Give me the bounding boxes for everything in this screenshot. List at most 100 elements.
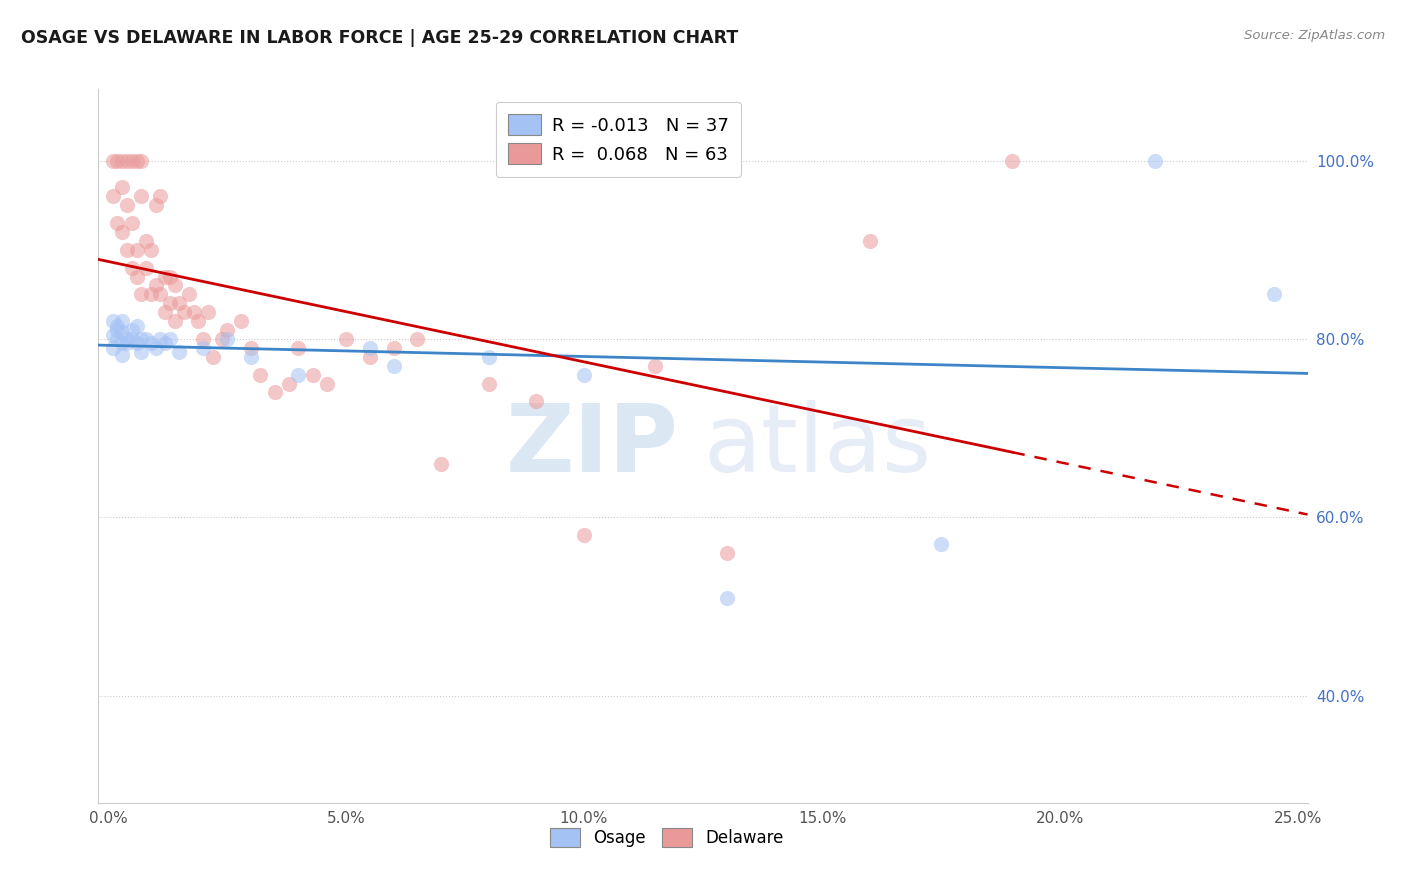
Point xyxy=(111,348,134,362)
Point xyxy=(359,350,381,364)
Point xyxy=(169,345,191,359)
Point xyxy=(111,180,134,194)
Point xyxy=(107,216,129,230)
Point xyxy=(139,287,162,301)
Point xyxy=(125,318,148,333)
Point xyxy=(125,269,148,284)
Point xyxy=(149,332,172,346)
Point xyxy=(115,198,138,212)
Point xyxy=(135,260,157,275)
Point xyxy=(111,325,134,339)
Point xyxy=(716,591,738,605)
Point xyxy=(478,376,501,391)
Point xyxy=(139,243,162,257)
Point xyxy=(430,457,453,471)
Point xyxy=(169,296,191,310)
Point xyxy=(145,341,167,355)
Point xyxy=(215,332,238,346)
Text: Source: ZipAtlas.com: Source: ZipAtlas.com xyxy=(1244,29,1385,42)
Point xyxy=(1144,153,1167,168)
Point xyxy=(115,336,138,351)
Point xyxy=(239,350,262,364)
Point xyxy=(159,296,181,310)
Text: OSAGE VS DELAWARE IN LABOR FORCE | AGE 25-29 CORRELATION CHART: OSAGE VS DELAWARE IN LABOR FORCE | AGE 2… xyxy=(21,29,738,46)
Point xyxy=(287,341,309,355)
Point xyxy=(201,350,224,364)
Point xyxy=(406,332,429,346)
Point xyxy=(129,153,152,168)
Point xyxy=(139,336,162,351)
Point xyxy=(382,341,405,355)
Point xyxy=(111,336,134,351)
Point xyxy=(197,305,219,319)
Text: atlas: atlas xyxy=(703,400,931,492)
Point xyxy=(125,336,148,351)
Point xyxy=(121,332,143,346)
Point xyxy=(859,234,882,248)
Point xyxy=(524,394,547,409)
Point xyxy=(111,314,134,328)
Point xyxy=(929,537,952,551)
Point xyxy=(107,318,129,333)
Point xyxy=(107,153,129,168)
Point xyxy=(107,323,129,337)
Point xyxy=(163,314,186,328)
Point xyxy=(382,359,405,373)
Point xyxy=(287,368,309,382)
Point xyxy=(478,350,501,364)
Point xyxy=(301,368,323,382)
Point xyxy=(1001,153,1024,168)
Point xyxy=(159,332,181,346)
Point xyxy=(153,305,176,319)
Point xyxy=(101,189,124,203)
Point xyxy=(129,287,152,301)
Point xyxy=(359,341,381,355)
Point xyxy=(135,332,157,346)
Point xyxy=(121,323,143,337)
Point xyxy=(572,528,595,542)
Point xyxy=(101,341,124,355)
Point xyxy=(187,314,209,328)
Point xyxy=(215,323,238,337)
Point xyxy=(115,243,138,257)
Point xyxy=(125,243,148,257)
Point xyxy=(129,332,152,346)
Point xyxy=(115,153,138,168)
Point xyxy=(644,359,666,373)
Point xyxy=(149,189,172,203)
Point xyxy=(163,278,186,293)
Point xyxy=(121,260,143,275)
Point xyxy=(125,153,148,168)
Point xyxy=(135,234,157,248)
Point xyxy=(316,376,339,391)
Point xyxy=(277,376,299,391)
Point xyxy=(239,341,262,355)
Point xyxy=(572,368,595,382)
Point xyxy=(101,314,124,328)
Point xyxy=(249,368,271,382)
Point xyxy=(159,269,181,284)
Point xyxy=(129,189,152,203)
Point xyxy=(107,332,129,346)
Point xyxy=(101,153,124,168)
Point xyxy=(149,287,172,301)
Point xyxy=(191,332,214,346)
Text: ZIP: ZIP xyxy=(506,400,679,492)
Point xyxy=(211,332,233,346)
Point xyxy=(153,336,176,351)
Point xyxy=(153,269,176,284)
Point xyxy=(173,305,195,319)
Legend: Osage, Delaware: Osage, Delaware xyxy=(541,819,792,855)
Point xyxy=(231,314,253,328)
Point xyxy=(121,216,143,230)
Point xyxy=(1263,287,1285,301)
Point xyxy=(145,278,167,293)
Point xyxy=(335,332,357,346)
Point xyxy=(129,345,152,359)
Point xyxy=(121,153,143,168)
Point xyxy=(716,546,738,560)
Point xyxy=(191,341,214,355)
Point xyxy=(111,225,134,239)
Point xyxy=(111,153,134,168)
Point xyxy=(183,305,205,319)
